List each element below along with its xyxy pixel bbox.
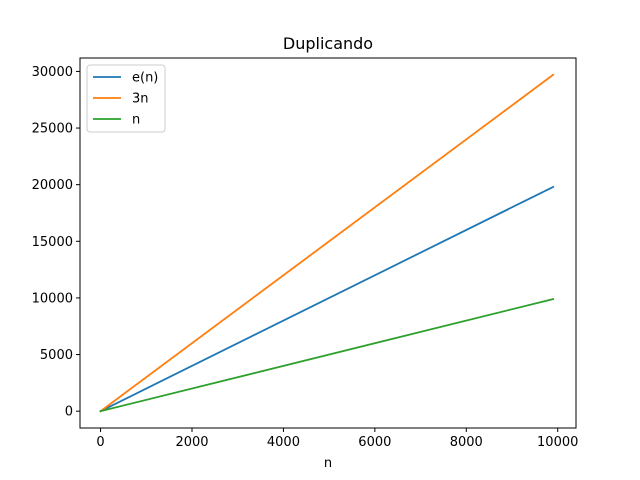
plot-frame [79,57,577,429]
x-tick-label: 2000 [175,435,208,450]
y-tick-label: 30000 [32,65,73,80]
y-tick-label: 25000 [32,122,73,137]
y-tick-label: 20000 [32,178,73,193]
x-axis-label: n [324,456,332,471]
y-axis-ticks: 0 5000 10000 15000 20000 25000 30000 [32,65,80,420]
legend-label-0: e(n) [132,71,158,86]
series-line-0 [99,185,555,413]
y-tick-label: 10000 [32,291,73,306]
x-tick-label: 8000 [450,435,483,450]
series-line-2 [99,297,555,413]
legend-items: e(n) 3n n [93,71,158,128]
y-tick-label: 5000 [40,348,73,363]
series-layer [99,73,555,413]
x-tick-label: 4000 [267,435,300,450]
chart-title: Duplicando [283,34,373,53]
y-tick-label: 15000 [32,235,73,250]
series-line-1 [99,73,555,413]
legend: e(n) 3n n [86,64,166,133]
x-tick-label: 0 [96,435,104,450]
legend-label-1: 3n [132,92,149,107]
x-axis-ticks: 0 2000 4000 6000 8000 10000 [96,428,578,450]
x-tick-label: 10000 [537,435,578,450]
x-tick-label: 6000 [358,435,391,450]
legend-label-2: n [132,113,140,128]
y-tick-label: 0 [65,405,73,420]
legend-box [86,64,166,133]
